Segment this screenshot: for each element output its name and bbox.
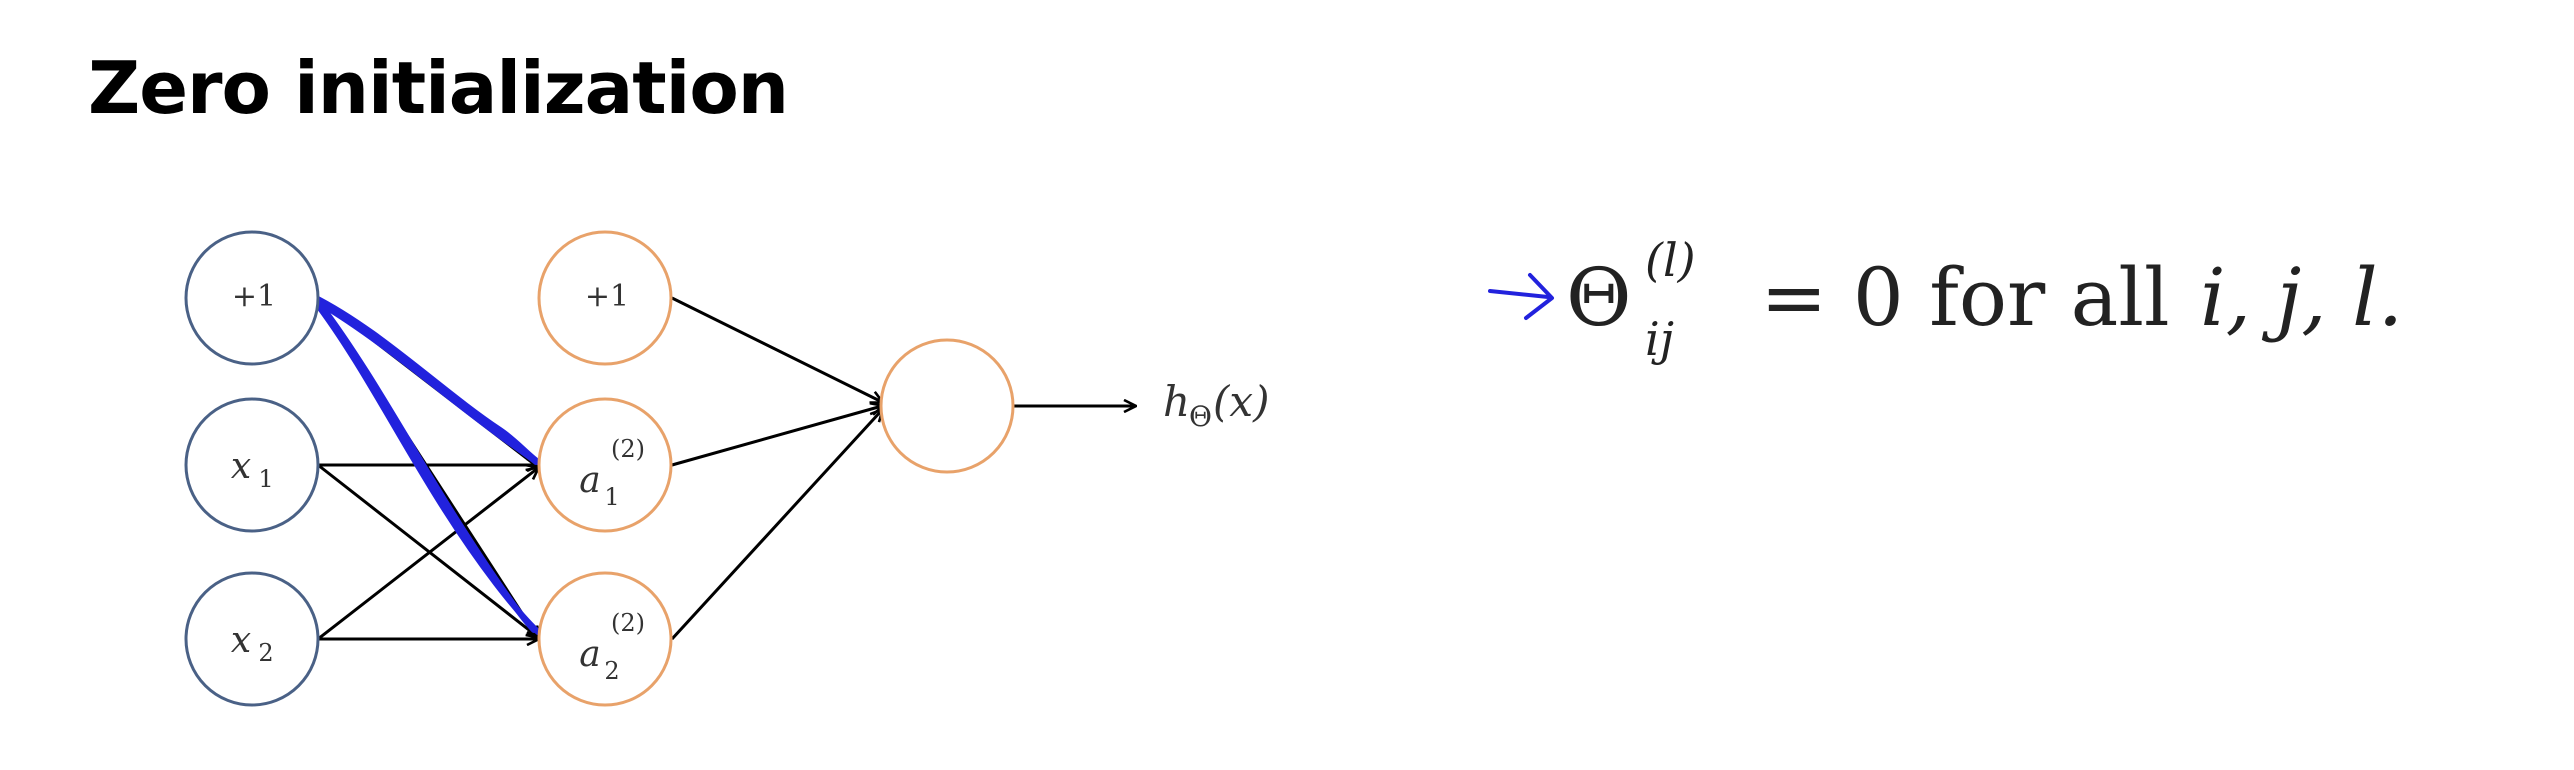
node-bias1 xyxy=(184,230,320,366)
label-x1-var: x xyxy=(231,446,251,487)
equation-theta: Θ xyxy=(1566,251,1632,344)
edges-hidden-to-output xyxy=(670,296,1135,641)
output-label-h: h xyxy=(1163,377,1190,426)
equation-sup: (l) xyxy=(1645,233,1696,287)
label-x1: x xyxy=(231,446,251,487)
label-x1-sub: 1 xyxy=(258,465,273,493)
node-labels: +1 x 1 x 2 +1 a (2) 1 a (2) 2 xyxy=(231,279,645,685)
label-a1-sub: 1 xyxy=(604,483,619,511)
output-label-h-sub: Θ xyxy=(1189,400,1212,433)
label-bias2: +1 xyxy=(585,279,629,314)
label-a1-var: a xyxy=(579,460,600,501)
highlight-strokes xyxy=(309,293,541,635)
slide-title: Zero initialization xyxy=(88,46,789,130)
highlight-stroke-to-a1-2 xyxy=(315,299,539,465)
label-bias1: +1 xyxy=(232,279,276,314)
label-x2: x xyxy=(231,620,251,661)
hidden-layer xyxy=(537,230,673,707)
equation-sub: ij xyxy=(1645,312,1674,366)
edge-a2-out xyxy=(670,410,882,641)
node-a1 xyxy=(537,397,673,533)
label-a1-sup: (2) xyxy=(611,435,645,463)
edge-x2-a1 xyxy=(317,468,538,641)
highlight-stroke-to-a2-2 xyxy=(317,301,537,633)
label-a2-sub: 2 xyxy=(604,657,619,685)
input-layer xyxy=(184,230,320,707)
node-a2 xyxy=(537,571,673,707)
node-output xyxy=(879,338,1015,474)
label-x2-sub: 2 xyxy=(258,639,273,667)
node-bias2 xyxy=(537,230,673,366)
node-x2 xyxy=(184,571,320,707)
equation: Θ (l) ij = 0 for all i, j, l. xyxy=(1488,233,2403,366)
label-x2-var: x xyxy=(231,620,251,661)
node-x1 xyxy=(184,397,320,533)
output-label: h Θ (x) xyxy=(1163,377,1269,433)
label-a2-sup: (2) xyxy=(611,609,645,637)
equation-rest: = 0 for all xyxy=(1735,251,2195,344)
equation-vars: i, j, l. xyxy=(2200,251,2403,344)
hand-drawn-arrow-icon xyxy=(1488,273,1554,320)
edge-a1-out xyxy=(671,406,882,467)
output-label-arg: (x) xyxy=(1213,377,1269,426)
edge-x1-a2 xyxy=(317,463,538,637)
label-a2-var: a xyxy=(579,634,600,675)
edge-bias2-out xyxy=(671,296,882,402)
